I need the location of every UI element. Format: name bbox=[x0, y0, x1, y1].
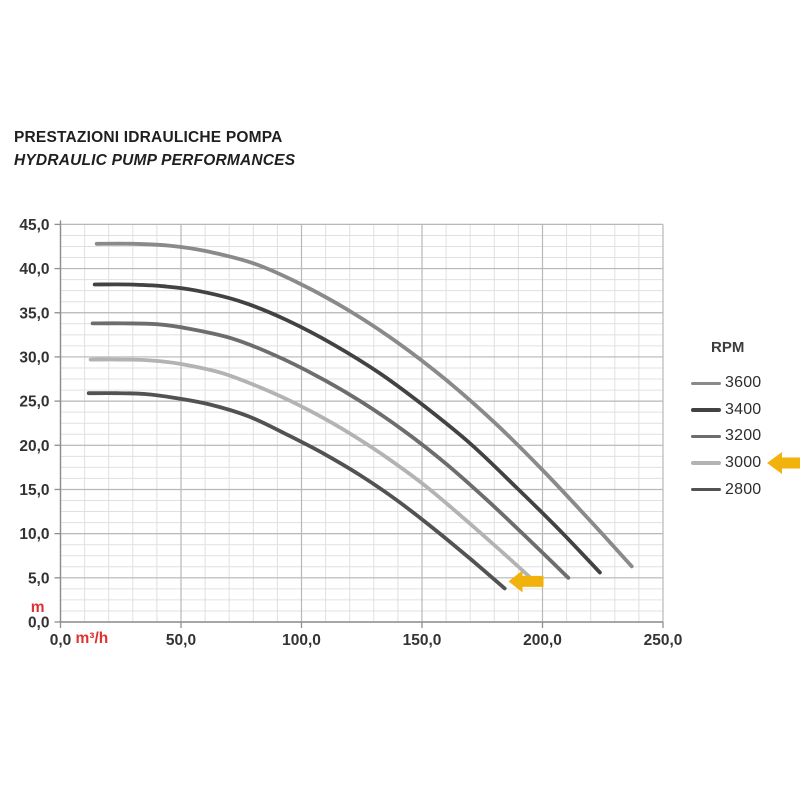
legend-items: 3600 3400 3200 3000 2800 bbox=[691, 370, 800, 503]
legend-line-icon bbox=[691, 434, 721, 439]
x-tick-label-200: 200,0 bbox=[523, 632, 562, 649]
x-tick-label-100: 100,0 bbox=[282, 632, 321, 649]
legend-item-3400: 3400 bbox=[691, 397, 800, 424]
chart-legend: RPM 3600 3400 3200 3000 2800 bbox=[691, 339, 800, 503]
x-tick-label-0: 0,0 bbox=[50, 632, 72, 649]
y-tick-label-25: 25,0 bbox=[19, 394, 49, 411]
legend-title: RPM bbox=[711, 339, 745, 356]
y-tick-label-40: 40,0 bbox=[19, 261, 49, 278]
y-tick-label-20: 20,0 bbox=[19, 438, 49, 455]
legend-item-3200: 3200 bbox=[691, 423, 800, 450]
legend-label: 2800 bbox=[725, 480, 762, 498]
legend-line-icon bbox=[691, 408, 721, 412]
y-tick-label-30: 30,0 bbox=[19, 349, 49, 366]
legend-item-2800: 2800 bbox=[691, 476, 800, 503]
y-tick-label-5: 5,0 bbox=[28, 570, 50, 587]
y-axis-unit-label: m bbox=[31, 599, 45, 616]
page-title: PRESTAZIONI IDRAULICHE POMPA bbox=[14, 129, 283, 146]
y-tick-label-15: 15,0 bbox=[19, 482, 49, 499]
legend-highlight-arrow-icon bbox=[767, 452, 800, 475]
x-tick-label-50: 50,0 bbox=[166, 632, 196, 649]
legend-label: 3200 bbox=[725, 427, 762, 445]
legend-label: 3600 bbox=[725, 374, 762, 392]
x-tick-label-150: 150,0 bbox=[403, 632, 442, 649]
title-block: PRESTAZIONI IDRAULICHE POMPA HYDRAULIC P… bbox=[14, 126, 295, 172]
x-axis-unit-label: m³/h bbox=[76, 630, 109, 647]
curve-3400 bbox=[92, 282, 602, 575]
legend-label: 3400 bbox=[725, 400, 762, 418]
x-tick-label-250: 250,0 bbox=[644, 632, 683, 649]
legend-line-icon bbox=[691, 381, 721, 386]
legend-label: 3000 bbox=[725, 454, 762, 472]
y-tick-label-35: 35,0 bbox=[19, 305, 49, 322]
curve-3600 bbox=[94, 241, 634, 569]
legend-line-icon bbox=[691, 461, 721, 465]
y-tick-label-10: 10,0 bbox=[19, 526, 49, 543]
curve-annotation-arrow-icon bbox=[508, 570, 544, 593]
y-tick-label-0: 0,0 bbox=[28, 615, 50, 632]
page-subtitle: HYDRAULIC PUMP PERFORMANCES bbox=[14, 152, 296, 169]
legend-line-icon bbox=[691, 487, 721, 492]
curve-3000 bbox=[88, 357, 539, 585]
curve-2800 bbox=[86, 391, 507, 591]
legend-item-3000: 3000 bbox=[691, 450, 800, 477]
curve-3200 bbox=[90, 321, 571, 580]
axes: 0,0 5,0 10,0 15,0 20,0 25,0 30,0 35,0 40,0 45,0 0,… bbox=[19, 217, 682, 649]
legend-item-3600: 3600 bbox=[691, 370, 800, 397]
y-tick-label-45: 45,0 bbox=[19, 217, 49, 234]
performance-curves bbox=[86, 241, 634, 591]
